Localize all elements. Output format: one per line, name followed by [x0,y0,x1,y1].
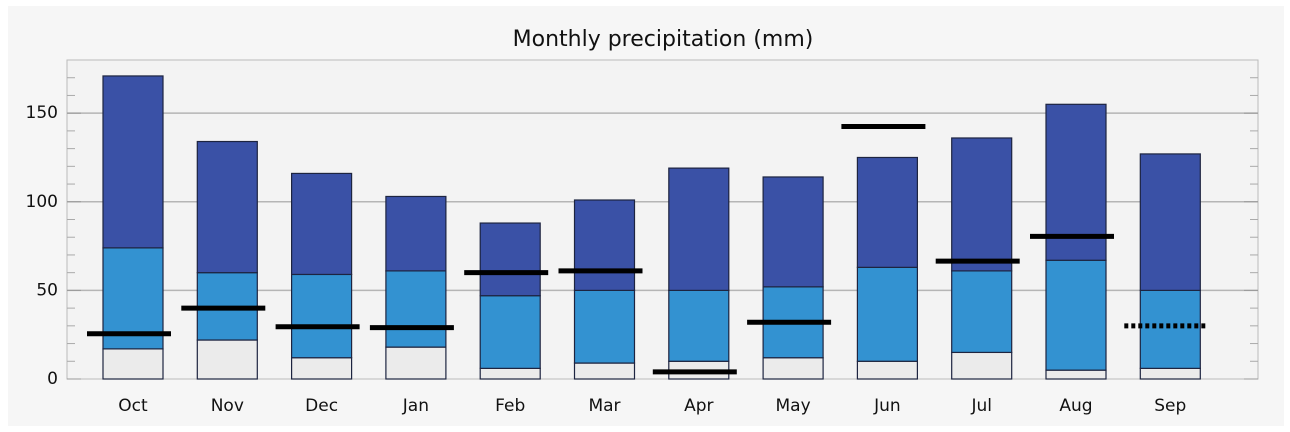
y-tick-label: 0 [47,369,58,389]
chart-title: Monthly precipitation (mm) [513,27,814,52]
bar-segment [951,137,1013,272]
bar-segment [1045,369,1107,380]
bar-segment [385,195,447,272]
x-tick-label: Feb [495,396,525,416]
x-tick-label: Apr [684,396,713,416]
x-tick-label: Nov [211,396,244,416]
bar-segment [102,348,164,380]
bar-segment [668,167,730,291]
x-tick-label: Jan [402,396,429,416]
bar-segment [291,273,353,359]
bar-segment [479,222,541,297]
x-tick-label: Jul [970,396,992,416]
y-tick-label: 150 [26,103,58,123]
bar-segment [1139,153,1201,291]
bar-segment [385,346,447,380]
bar-segment [1139,367,1201,380]
bar-segment [856,360,919,380]
bar-segment [385,270,447,348]
bar-segment [856,266,919,362]
x-tick-label: Aug [1059,396,1092,416]
bar-segment [951,270,1013,354]
bar-segment [573,199,636,291]
bar-segment [573,289,636,364]
bar-segment [291,357,353,380]
y-tick-label: 50 [36,280,58,300]
x-tick-label: Jun [873,396,901,416]
bar-segment [1139,289,1201,369]
bar-segment [479,367,541,380]
bar-segment [102,75,164,249]
bar-segment [291,172,353,276]
bar-segment [196,339,258,380]
bar-segment [668,289,730,362]
x-tick-label: May [776,396,811,416]
x-tick-label: Mar [588,396,620,416]
bar-segment [196,140,258,274]
y-tick-label: 100 [26,192,58,212]
bar-segment [762,357,824,380]
bar-segment [1045,259,1107,371]
x-tick-label: Dec [305,396,338,416]
x-tick-label: Oct [118,396,148,416]
bar-segment [573,362,636,380]
bar-segment [856,156,919,268]
bar-segment [479,295,541,369]
bar-segment [951,351,1013,380]
x-tick-label: Sep [1154,396,1186,416]
bar-segment [762,176,824,288]
